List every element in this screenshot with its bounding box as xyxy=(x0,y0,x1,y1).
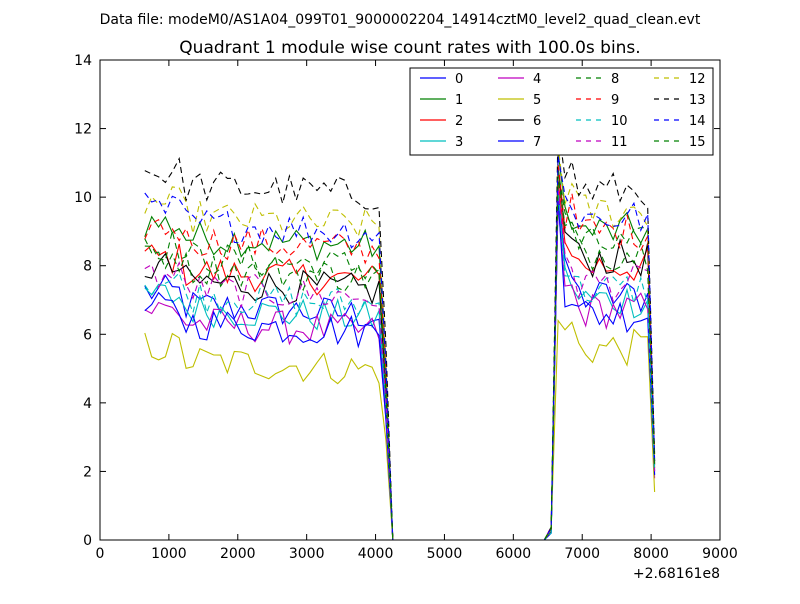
legend-label-14: 14 xyxy=(689,114,706,129)
series-line-11 xyxy=(144,186,656,541)
x-tick-label: 4000 xyxy=(358,546,394,562)
legend-label-7: 7 xyxy=(533,135,541,150)
x-tick-label: 2000 xyxy=(220,546,256,562)
legend-box xyxy=(409,67,714,156)
x-tick-label: 1000 xyxy=(151,546,187,562)
axes-frame xyxy=(99,59,721,541)
legend-label-8: 8 xyxy=(611,72,619,87)
series-line-10 xyxy=(144,190,656,541)
legend-label-2: 2 xyxy=(455,114,463,129)
legend-label-13: 13 xyxy=(689,93,706,108)
legend-label-4: 4 xyxy=(533,72,541,87)
series-line-14 xyxy=(144,155,656,541)
legend-label-10: 10 xyxy=(611,114,628,129)
x-tick-label: 3000 xyxy=(289,546,325,562)
y-tick-label: 4 xyxy=(83,396,92,412)
legend-label-15: 15 xyxy=(689,135,706,150)
chart-title: Quadrant 1 module wise count rates with … xyxy=(179,38,640,58)
x-tick-label: 8000 xyxy=(633,546,669,562)
y-tick-label: 10 xyxy=(74,190,92,206)
legend-label-3: 3 xyxy=(455,135,463,150)
x-tick-label: 0 xyxy=(96,546,105,562)
y-tick-label: 14 xyxy=(74,53,92,69)
x-offset-label: +2.68161e8 xyxy=(633,566,720,582)
x-tick-label: 6000 xyxy=(496,546,532,562)
y-tick-label: 12 xyxy=(74,122,92,138)
legend-label-12: 12 xyxy=(689,72,706,87)
y-tick-label: 8 xyxy=(83,259,92,275)
legend-label-1: 1 xyxy=(455,93,463,108)
x-tick-label: 9000 xyxy=(702,546,738,562)
legend-label-5: 5 xyxy=(533,93,541,108)
x-tick-label: 7000 xyxy=(564,546,600,562)
legend-label-11: 11 xyxy=(611,135,628,150)
x-tick-label: 5000 xyxy=(427,546,463,562)
y-tick-label: 0 xyxy=(83,533,92,549)
series-line-13 xyxy=(144,125,656,541)
legend-label-6: 6 xyxy=(533,114,541,129)
y-tick-label: 6 xyxy=(83,327,92,343)
legend-label-0: 0 xyxy=(455,72,463,87)
y-tick-label: 2 xyxy=(83,464,92,480)
legend-label-9: 9 xyxy=(611,93,619,108)
figure-suptitle: Data file: modeM0/AS1A04_099T01_90000022… xyxy=(100,12,701,28)
